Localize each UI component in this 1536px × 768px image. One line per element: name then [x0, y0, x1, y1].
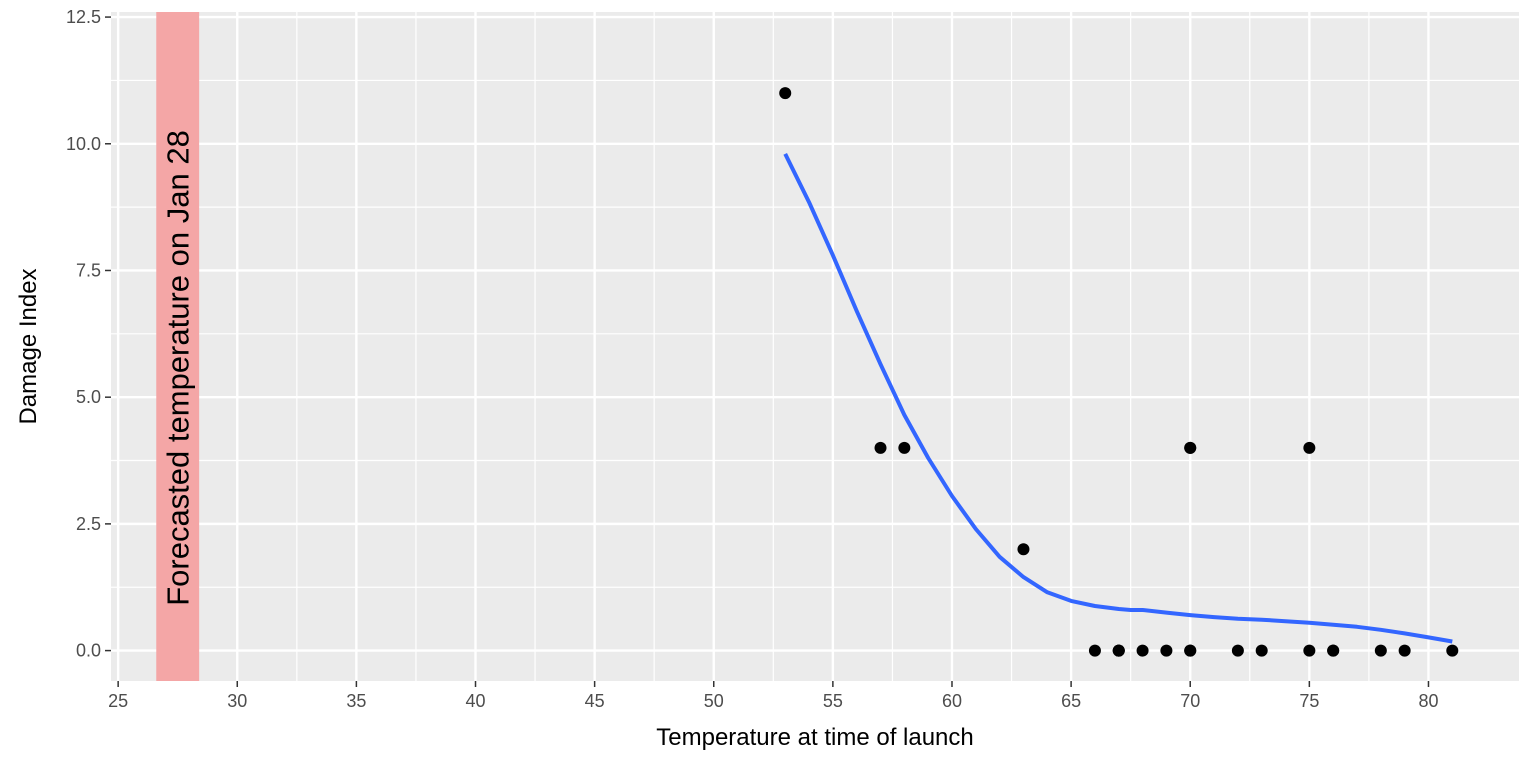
data-point: [1017, 543, 1030, 556]
data-point: [1255, 644, 1268, 657]
data-point: [1374, 644, 1387, 657]
x-tick-label: 40: [465, 691, 485, 711]
x-tick-label: 65: [1061, 691, 1081, 711]
grid-minor: [111, 12, 1519, 681]
data-point: [1184, 441, 1197, 454]
data-point: [898, 441, 911, 454]
x-axis-title: Temperature at time of launch: [656, 724, 974, 751]
data-point: [874, 441, 887, 454]
y-axis-title: Damage Index: [15, 268, 42, 424]
x-tick-label: 50: [704, 691, 724, 711]
data-point: [1446, 644, 1459, 657]
x-tick-label: 45: [585, 691, 605, 711]
x-tick-label: 35: [346, 691, 366, 711]
data-point: [1136, 644, 1149, 657]
x-tick-label: 55: [823, 691, 843, 711]
smooth-line: [783, 153, 1453, 644]
y-tick-label: 0.0: [76, 641, 101, 661]
x-tick-label: 25: [108, 691, 128, 711]
data-points: [779, 87, 1459, 657]
x-tick-label: 70: [1180, 691, 1200, 711]
y-tick-label: 5.0: [76, 387, 101, 407]
x-tick-label: 30: [227, 691, 247, 711]
x-tick-label: 75: [1299, 691, 1319, 711]
plot-panel: [111, 12, 1519, 681]
forecast-band: [156, 12, 200, 681]
x-tick-label: 80: [1418, 691, 1438, 711]
x-tick-label: 60: [942, 691, 962, 711]
y-tick-label: 7.5: [76, 260, 101, 280]
data-point: [1088, 644, 1101, 657]
data-point: [779, 87, 792, 100]
y-tick-label: 10.0: [66, 134, 101, 154]
data-point: [1398, 644, 1411, 657]
y-tick-label: 2.5: [76, 514, 101, 534]
data-point: [1327, 644, 1340, 657]
data-point: [1231, 644, 1244, 657]
data-point: [1303, 644, 1316, 657]
y-tick-label: 12.5: [66, 7, 101, 27]
data-point: [1303, 441, 1316, 454]
data-point: [1184, 644, 1197, 657]
y-axis: 0.0 2.5 5.0 7.5 10.0 12.5: [66, 7, 111, 661]
grid-major: [111, 12, 1519, 681]
data-point: [1112, 644, 1125, 657]
data-point: [1160, 644, 1173, 657]
forecast-annotation-label: Forecasted temperature on Jan 28: [161, 130, 196, 606]
x-axis: 25 30 35 40 45 50 55 60 65 70 75 80: [108, 681, 1438, 711]
